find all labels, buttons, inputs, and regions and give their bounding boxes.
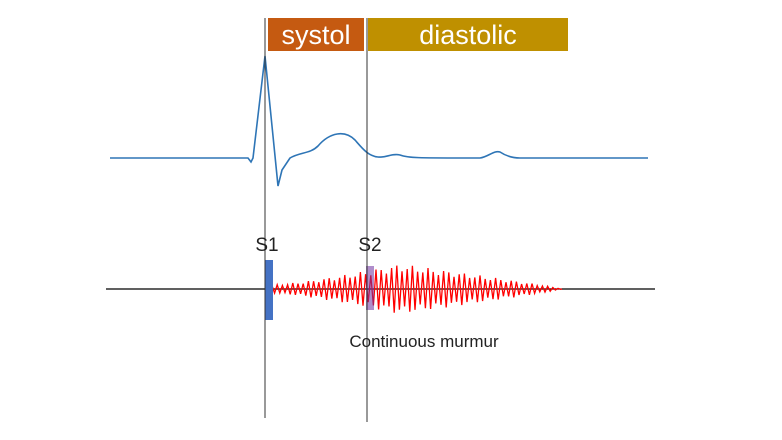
murmur-label: Continuous murmur	[349, 332, 499, 351]
systole-label: systol	[281, 20, 350, 50]
systole-phase: systol	[268, 18, 364, 51]
diastole-bar	[368, 18, 568, 51]
diastole-label: diastolic	[419, 20, 517, 50]
s2-label: S2	[358, 235, 381, 256]
diastole-phase: diastolic	[368, 18, 568, 51]
s2-marker	[366, 266, 374, 310]
systole-bar	[268, 18, 364, 51]
s1-label: S1	[255, 235, 278, 256]
murmur-waveform	[271, 265, 563, 313]
s1-marker	[265, 260, 273, 320]
ecg-trace	[110, 55, 648, 187]
